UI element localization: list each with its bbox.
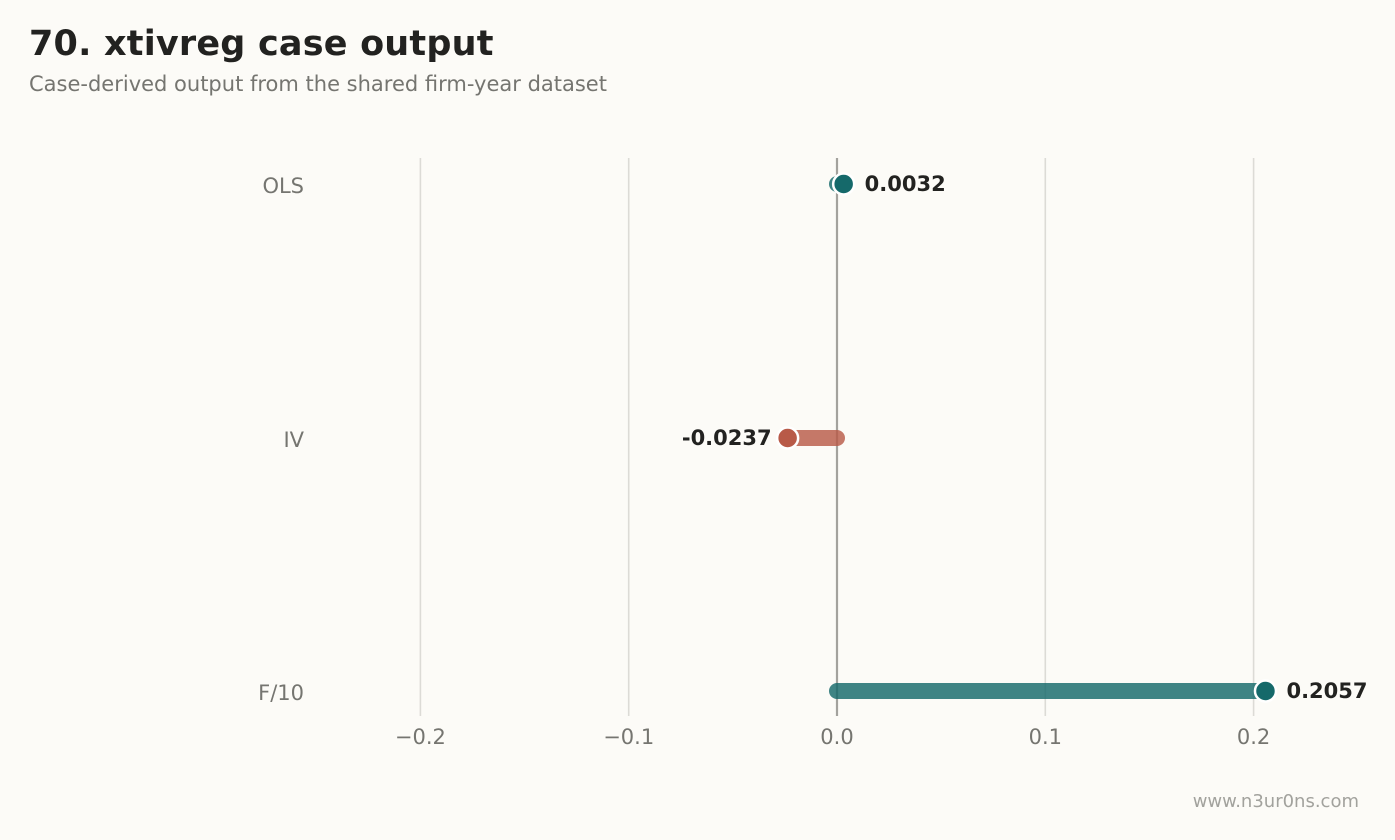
data-marks: 0.0032 -0.0237 0.2057 — [682, 172, 1368, 703]
x-tick-label: −0.2 — [395, 725, 446, 749]
lollipop-dot — [775, 426, 800, 450]
x-tick-label: 0.1 — [1029, 725, 1062, 749]
category-label: IV — [283, 428, 304, 452]
value-label: -0.0237 — [682, 426, 772, 450]
lollipop-dot — [1253, 679, 1278, 703]
category-label: F/10 — [258, 681, 304, 705]
value-label: 0.0032 — [865, 172, 946, 196]
watermark: www.n3ur0ns.com — [1192, 791, 1359, 812]
x-tick-label: 0.2 — [1237, 725, 1270, 749]
chart-title: 70. xtivreg case output — [29, 24, 494, 64]
x-axis-ticks: −0.2 −0.1 0.0 0.1 0.2 — [395, 725, 1270, 749]
lollipop-dot — [831, 172, 856, 196]
value-label: 0.2057 — [1286, 679, 1367, 703]
x-tick-label: 0.0 — [820, 725, 853, 749]
y-axis-categories: OLS IV F/10 — [258, 174, 305, 705]
x-tick-label: −0.1 — [603, 725, 654, 749]
category-label: OLS — [262, 174, 304, 198]
chart-subtitle: Case-derived output from the shared firm… — [29, 72, 607, 96]
